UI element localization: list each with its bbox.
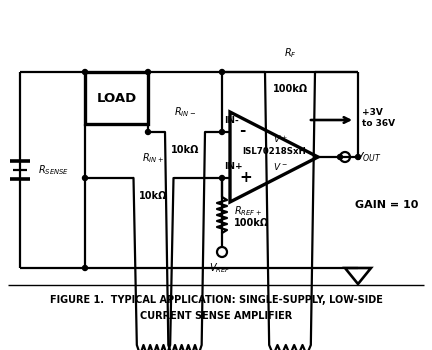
Text: 10kΩ: 10kΩ	[139, 191, 168, 201]
Text: 100kΩ: 100kΩ	[234, 218, 269, 228]
Text: $V^-$: $V^-$	[273, 161, 287, 173]
Text: $R_{IN+}$: $R_{IN+}$	[143, 151, 165, 165]
Text: $V^+$: $V^+$	[273, 133, 287, 145]
Text: $R_{REF+}$: $R_{REF+}$	[234, 204, 262, 218]
Circle shape	[219, 130, 225, 134]
Text: LOAD: LOAD	[96, 91, 137, 105]
Circle shape	[356, 154, 360, 160]
Text: $V_{REF}$: $V_{REF}$	[209, 261, 231, 275]
Text: FIGURE 1.  TYPICAL APPLICATION: SINGLE-SUPPLY, LOW-SIDE: FIGURE 1. TYPICAL APPLICATION: SINGLE-SU…	[50, 295, 382, 305]
Circle shape	[219, 70, 225, 75]
Bar	[85, 72, 148, 124]
Text: ISL70218SxH: ISL70218SxH	[242, 147, 306, 156]
Circle shape	[146, 130, 150, 134]
Text: $R_{IN-}$: $R_{IN-}$	[174, 105, 196, 119]
Text: 100kΩ: 100kΩ	[273, 84, 308, 94]
Text: +3V
to 36V: +3V to 36V	[362, 108, 395, 128]
Text: GAIN = 10: GAIN = 10	[355, 200, 418, 210]
Text: $R_{SENSE}$: $R_{SENSE}$	[38, 163, 69, 177]
Circle shape	[146, 70, 150, 75]
Text: 10kΩ: 10kΩ	[171, 145, 199, 155]
Text: IN+: IN+	[224, 162, 243, 171]
Circle shape	[83, 266, 88, 271]
Circle shape	[219, 175, 225, 181]
Circle shape	[337, 154, 343, 160]
Text: IN-: IN-	[224, 116, 239, 125]
Circle shape	[83, 175, 88, 181]
Circle shape	[83, 70, 88, 75]
Text: +: +	[239, 169, 252, 184]
Text: CURRENT SENSE AMPLIFIER: CURRENT SENSE AMPLIFIER	[140, 311, 292, 321]
Text: $V_{OUT}$: $V_{OUT}$	[355, 150, 382, 164]
Text: $R_F$: $R_F$	[284, 46, 296, 60]
Text: -: -	[239, 124, 245, 139]
